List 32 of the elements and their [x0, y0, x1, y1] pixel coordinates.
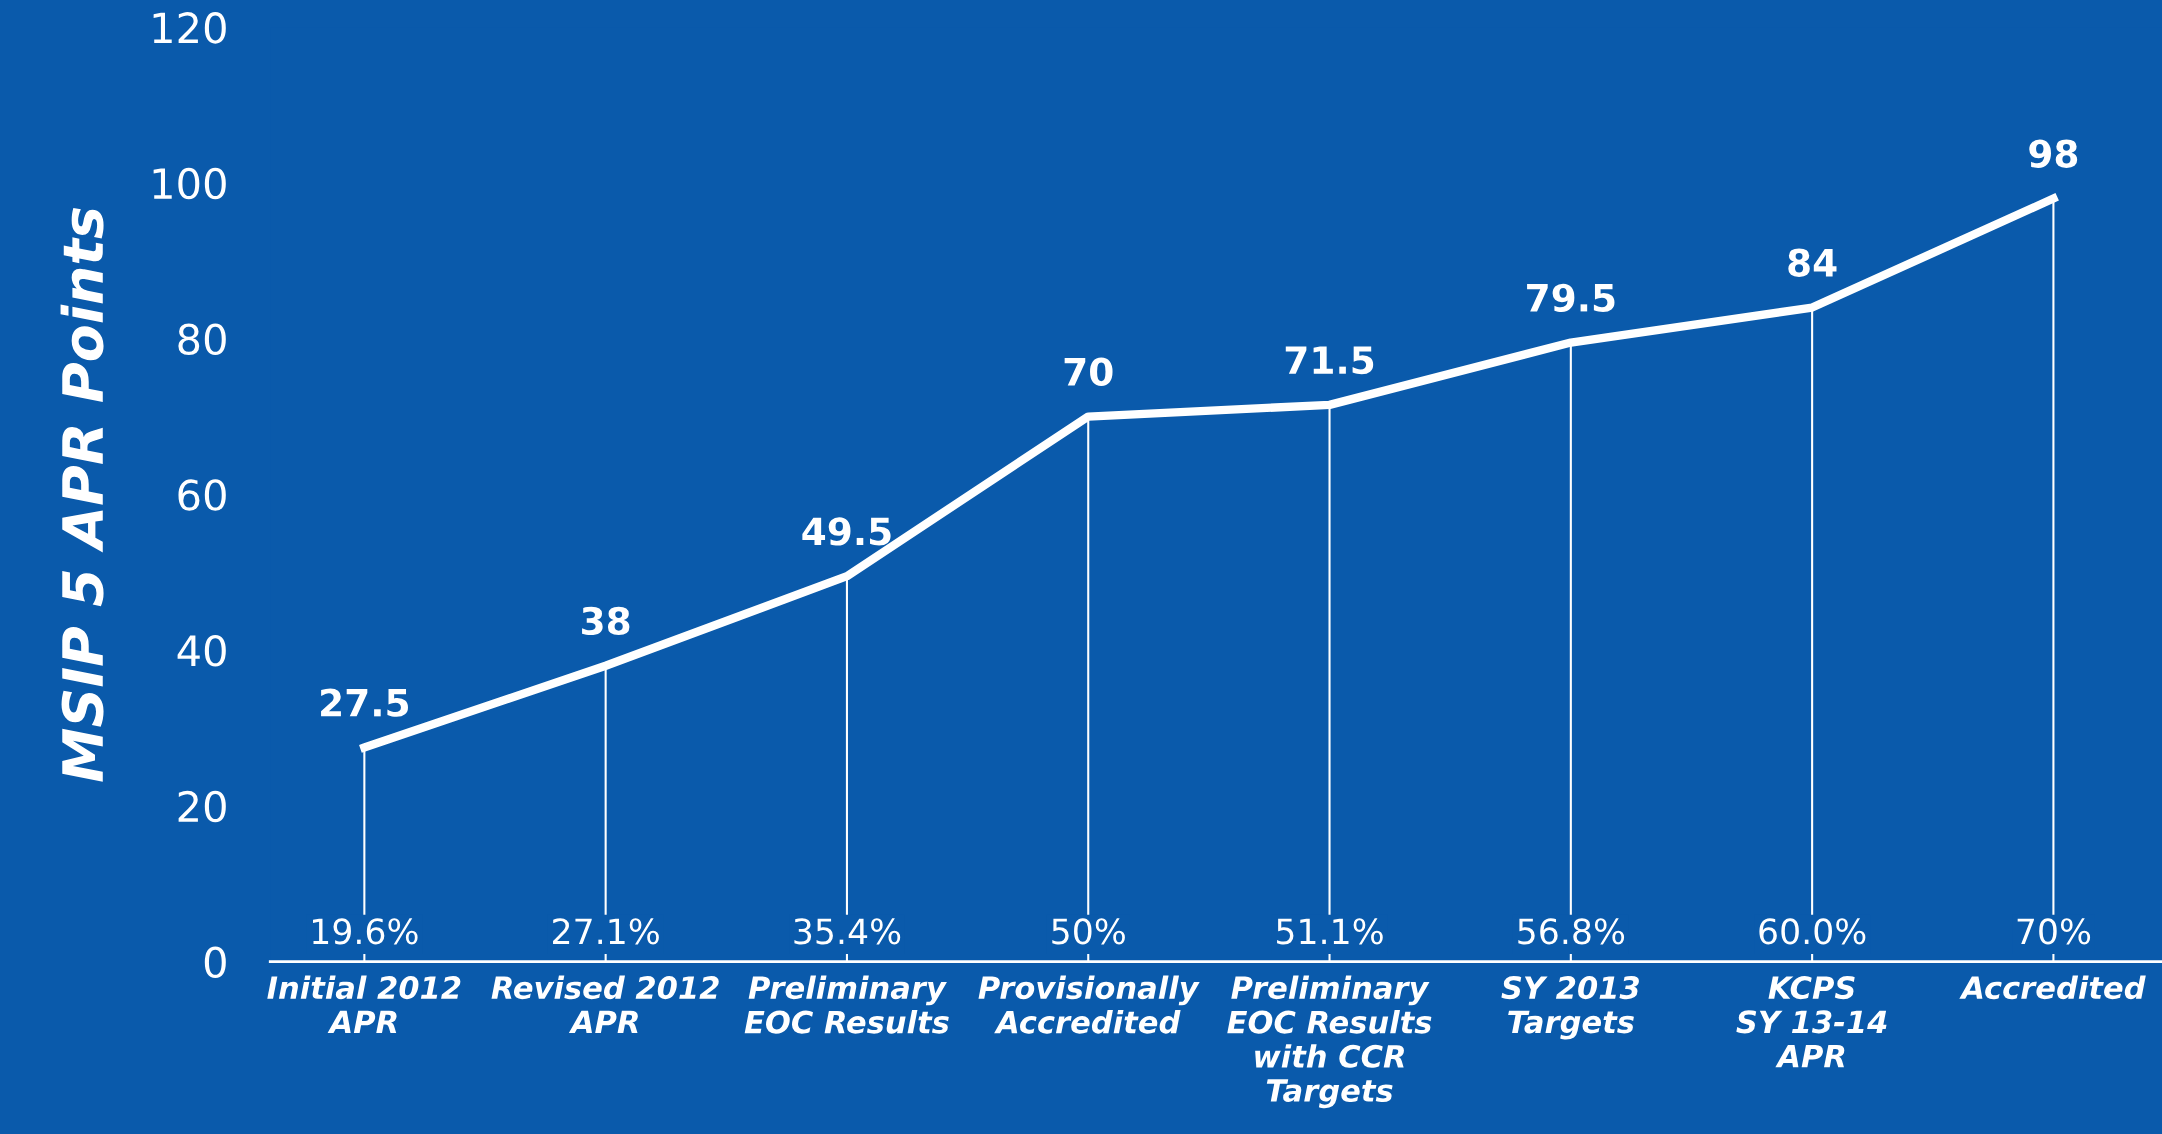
annotation: 27.1% [553, 918, 659, 945]
data-label: 27.5 [321, 688, 408, 717]
y-tick-label: 100 [153, 167, 226, 200]
y-tick-label: 60 [178, 479, 226, 511]
annotation: 56.8% [1518, 918, 1625, 945]
annotation: 51.1% [1277, 918, 1383, 945]
x-tick-label: Initial 2012 APR [267, 975, 461, 1033]
x-tick-label: Preliminary EOC Results with CCR Targets [1227, 975, 1432, 1109]
data-label: 71.5 [1285, 346, 1374, 375]
y-axis-title: MSIP 5 APR Points [60, 207, 104, 782]
y-tick-label: 0 [204, 946, 226, 979]
annotation: 19.6% [313, 918, 418, 945]
x-tick-label: Revised 2012 APR [491, 975, 719, 1033]
y-tick-label: 80 [178, 323, 226, 356]
y-tick-label: 20 [178, 790, 226, 823]
y-tick-label: 40 [177, 635, 226, 667]
annotation: 35.4% [794, 918, 901, 945]
annotation: 70% [2017, 918, 2091, 945]
data-label: 84 [1788, 248, 1837, 277]
y-tick-label: 120 [153, 12, 226, 44]
data-label: 98 [2029, 139, 2078, 168]
data-label: 38 [582, 606, 630, 636]
data-label: 49.5 [802, 517, 891, 546]
x-tick-label: Preliminary EOC Results [744, 975, 949, 1034]
annotation: 50% [1052, 918, 1125, 945]
annotation: 60.0% [1759, 918, 1866, 945]
data-label: 79.5 [1527, 283, 1615, 312]
x-tick-label: Provisionally Accredited [978, 975, 1200, 1034]
x-tick-label: SY 2013 Targets [1501, 976, 1639, 1040]
x-tick-label: KCPS SY 13-14 APR [1736, 976, 1887, 1068]
data-label: 70 [1064, 357, 1113, 386]
x-tick-label: Accredited [1959, 975, 2146, 1000]
